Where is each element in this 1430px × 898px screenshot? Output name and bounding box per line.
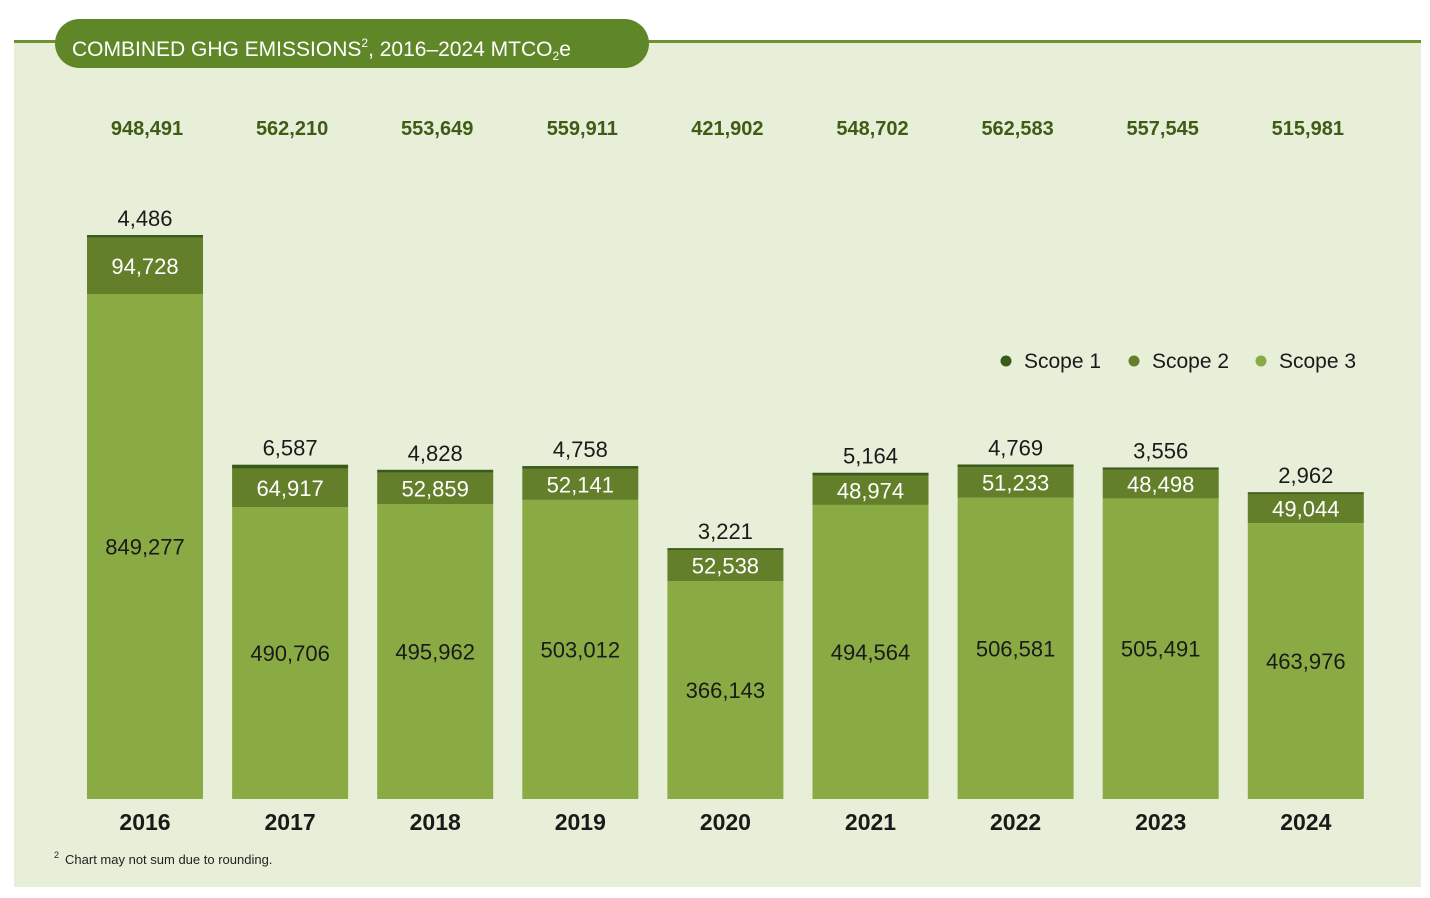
legend-swatch-scope3 [1255,355,1267,367]
label-scope2-2017: 64,917 [256,476,323,501]
legend-label-scope3: Scope 3 [1279,350,1356,373]
footnote-marker: 2 [54,850,60,860]
bar-scope1-2022 [957,464,1074,468]
label-scope1-2016: 4,486 [117,206,172,231]
bar-scope2-2017 [232,468,349,508]
tick-label-2019: 2019 [555,809,606,835]
tick-label-2018: 2018 [410,809,461,835]
title-footnote-marker: 2 [361,36,369,50]
tick-label-2021: 2021 [845,809,896,835]
label-scope3-2017: 490,706 [250,641,330,666]
bar-scope3-2018 [377,504,494,799]
label-scope2-2020: 52,538 [692,554,759,579]
footnote-text: Chart may not sum due to rounding. [65,852,273,867]
label-scope2-2021: 48,974 [837,478,904,503]
label-scope1-2018: 4,828 [408,441,463,466]
bar-scope2-2021 [812,475,929,505]
bar-scope1-2019 [522,466,639,469]
label-scope1-2024: 2,962 [1278,463,1333,488]
bar-scope2-2020 [667,550,784,582]
label-scope3-2023: 505,491 [1121,637,1201,662]
tick-label-2020: 2020 [700,809,751,835]
bar-scope3-2017 [232,507,349,799]
bar-scope3-2024 [1247,523,1364,799]
label-scope2-2019: 52,141 [547,472,614,497]
bar-scope1-2017 [232,464,349,469]
bar-scope3-2020 [667,581,784,799]
tick-label-2022: 2022 [990,809,1041,835]
label-scope2-2018: 52,859 [402,476,469,501]
label-total-2019: 559,911 [547,118,618,140]
label-total-2020: 421,902 [691,118,763,140]
bar-scope2-2023 [1102,469,1219,499]
bar-scope2-2022 [957,467,1074,498]
label-scope3-2018: 495,962 [395,640,475,665]
header-rule [14,40,1421,43]
bar-scope3-2021 [812,504,929,799]
label-scope1-2020: 3,221 [698,519,753,544]
label-scope2-2023: 48,498 [1127,472,1194,497]
bar-scope1-2018 [377,469,494,473]
title-subscript: 2 [552,49,560,63]
label-scope2-2024: 49,044 [1272,497,1339,522]
label-total-2016: 948,491 [111,118,183,140]
bar-scope3-2022 [957,497,1074,799]
label-scope3-2021: 494,564 [831,640,911,665]
chart-title: COMBINED GHG EMISSIONS2, 2016–2024 MTCO2… [55,19,649,68]
label-scope1-2021: 5,164 [843,444,898,469]
bar-scope3-2019 [522,499,639,799]
label-scope3-2020: 366,143 [686,678,766,703]
label-scope2-2016: 94,728 [111,254,178,279]
bar-scope1-2021 [812,472,929,476]
label-scope3-2019: 503,012 [541,637,621,662]
title-range: , 2016–2024 MTCO [368,38,553,61]
bar-scope1-2023 [1102,467,1219,470]
legend-label-scope2: Scope 2 [1152,350,1229,373]
footnote: 2 Chart may not sum due to rounding. [54,850,272,867]
bar-scope1-2024 [1247,492,1364,494]
label-total-2023: 557,545 [1127,118,1199,140]
tick-label-2023: 2023 [1135,809,1186,835]
label-scope2-2022: 51,233 [982,471,1049,496]
label-total-2024: 515,981 [1272,118,1344,140]
label-scope3-2024: 463,976 [1266,649,1346,674]
bar-scope1-2016 [87,235,203,238]
label-scope1-2022: 4,769 [988,435,1043,460]
label-scope3-2022: 506,581 [976,636,1056,661]
tick-label-2016: 2016 [119,809,170,835]
bar-scope2-2018 [377,472,494,505]
bar-scope2-2024 [1247,493,1364,524]
label-scope1-2023: 3,556 [1133,438,1188,463]
title-tail: e [559,38,571,61]
tick-label-2017: 2017 [265,809,316,835]
label-total-2021: 548,702 [836,118,908,140]
label-scope1-2017: 6,587 [263,436,318,461]
label-total-2017: 562,210 [256,118,328,140]
label-scope1-2019: 4,758 [553,437,608,462]
title-main: COMBINED GHG EMISSIONS [72,38,362,61]
bar-scope1-2020 [667,548,784,551]
label-total-2022: 562,583 [981,118,1053,140]
bar-scope3-2023 [1102,498,1219,799]
legend-swatch-scope2 [1128,355,1140,367]
label-scope3-2016: 849,277 [105,534,185,559]
bar-scope2-2016 [87,237,203,294]
tick-label-2024: 2024 [1280,809,1331,835]
label-total-2018: 553,649 [401,118,473,140]
legend-swatch-scope1 [1000,355,1012,367]
bar-scope2-2019 [522,468,639,500]
bar-scope3-2016 [87,293,203,799]
legend-label-scope1: Scope 1 [1024,350,1101,373]
